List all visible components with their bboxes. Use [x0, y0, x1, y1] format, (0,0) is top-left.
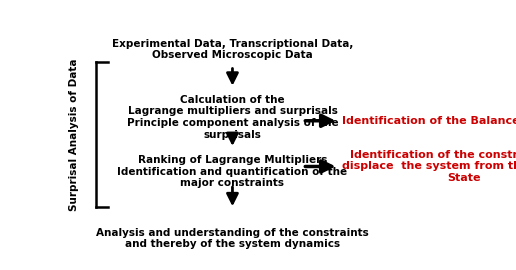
Text: Experimental Data, Transcriptional Data,
Observed Microscopic Data: Experimental Data, Transcriptional Data,… — [112, 39, 353, 60]
Text: Calculation of the
Lagrange multipliers and surprisals
Principle component analy: Calculation of the Lagrange multipliers … — [126, 95, 338, 140]
Text: Surprisal Analysis of Data: Surprisal Analysis of Data — [70, 58, 79, 211]
Text: Identification of the Balanced State: Identification of the Balanced State — [343, 116, 516, 126]
Text: Analysis and understanding of the constraints
and thereby of the system dynamics: Analysis and understanding of the constr… — [96, 228, 369, 249]
Text: Ranking of Lagrange Multipliers
Identification and quantification of the
major c: Ranking of Lagrange Multipliers Identifi… — [118, 155, 347, 188]
Text: Identification of the constraints that
displace  the system from the  Balance
St: Identification of the constraints that d… — [343, 150, 516, 183]
